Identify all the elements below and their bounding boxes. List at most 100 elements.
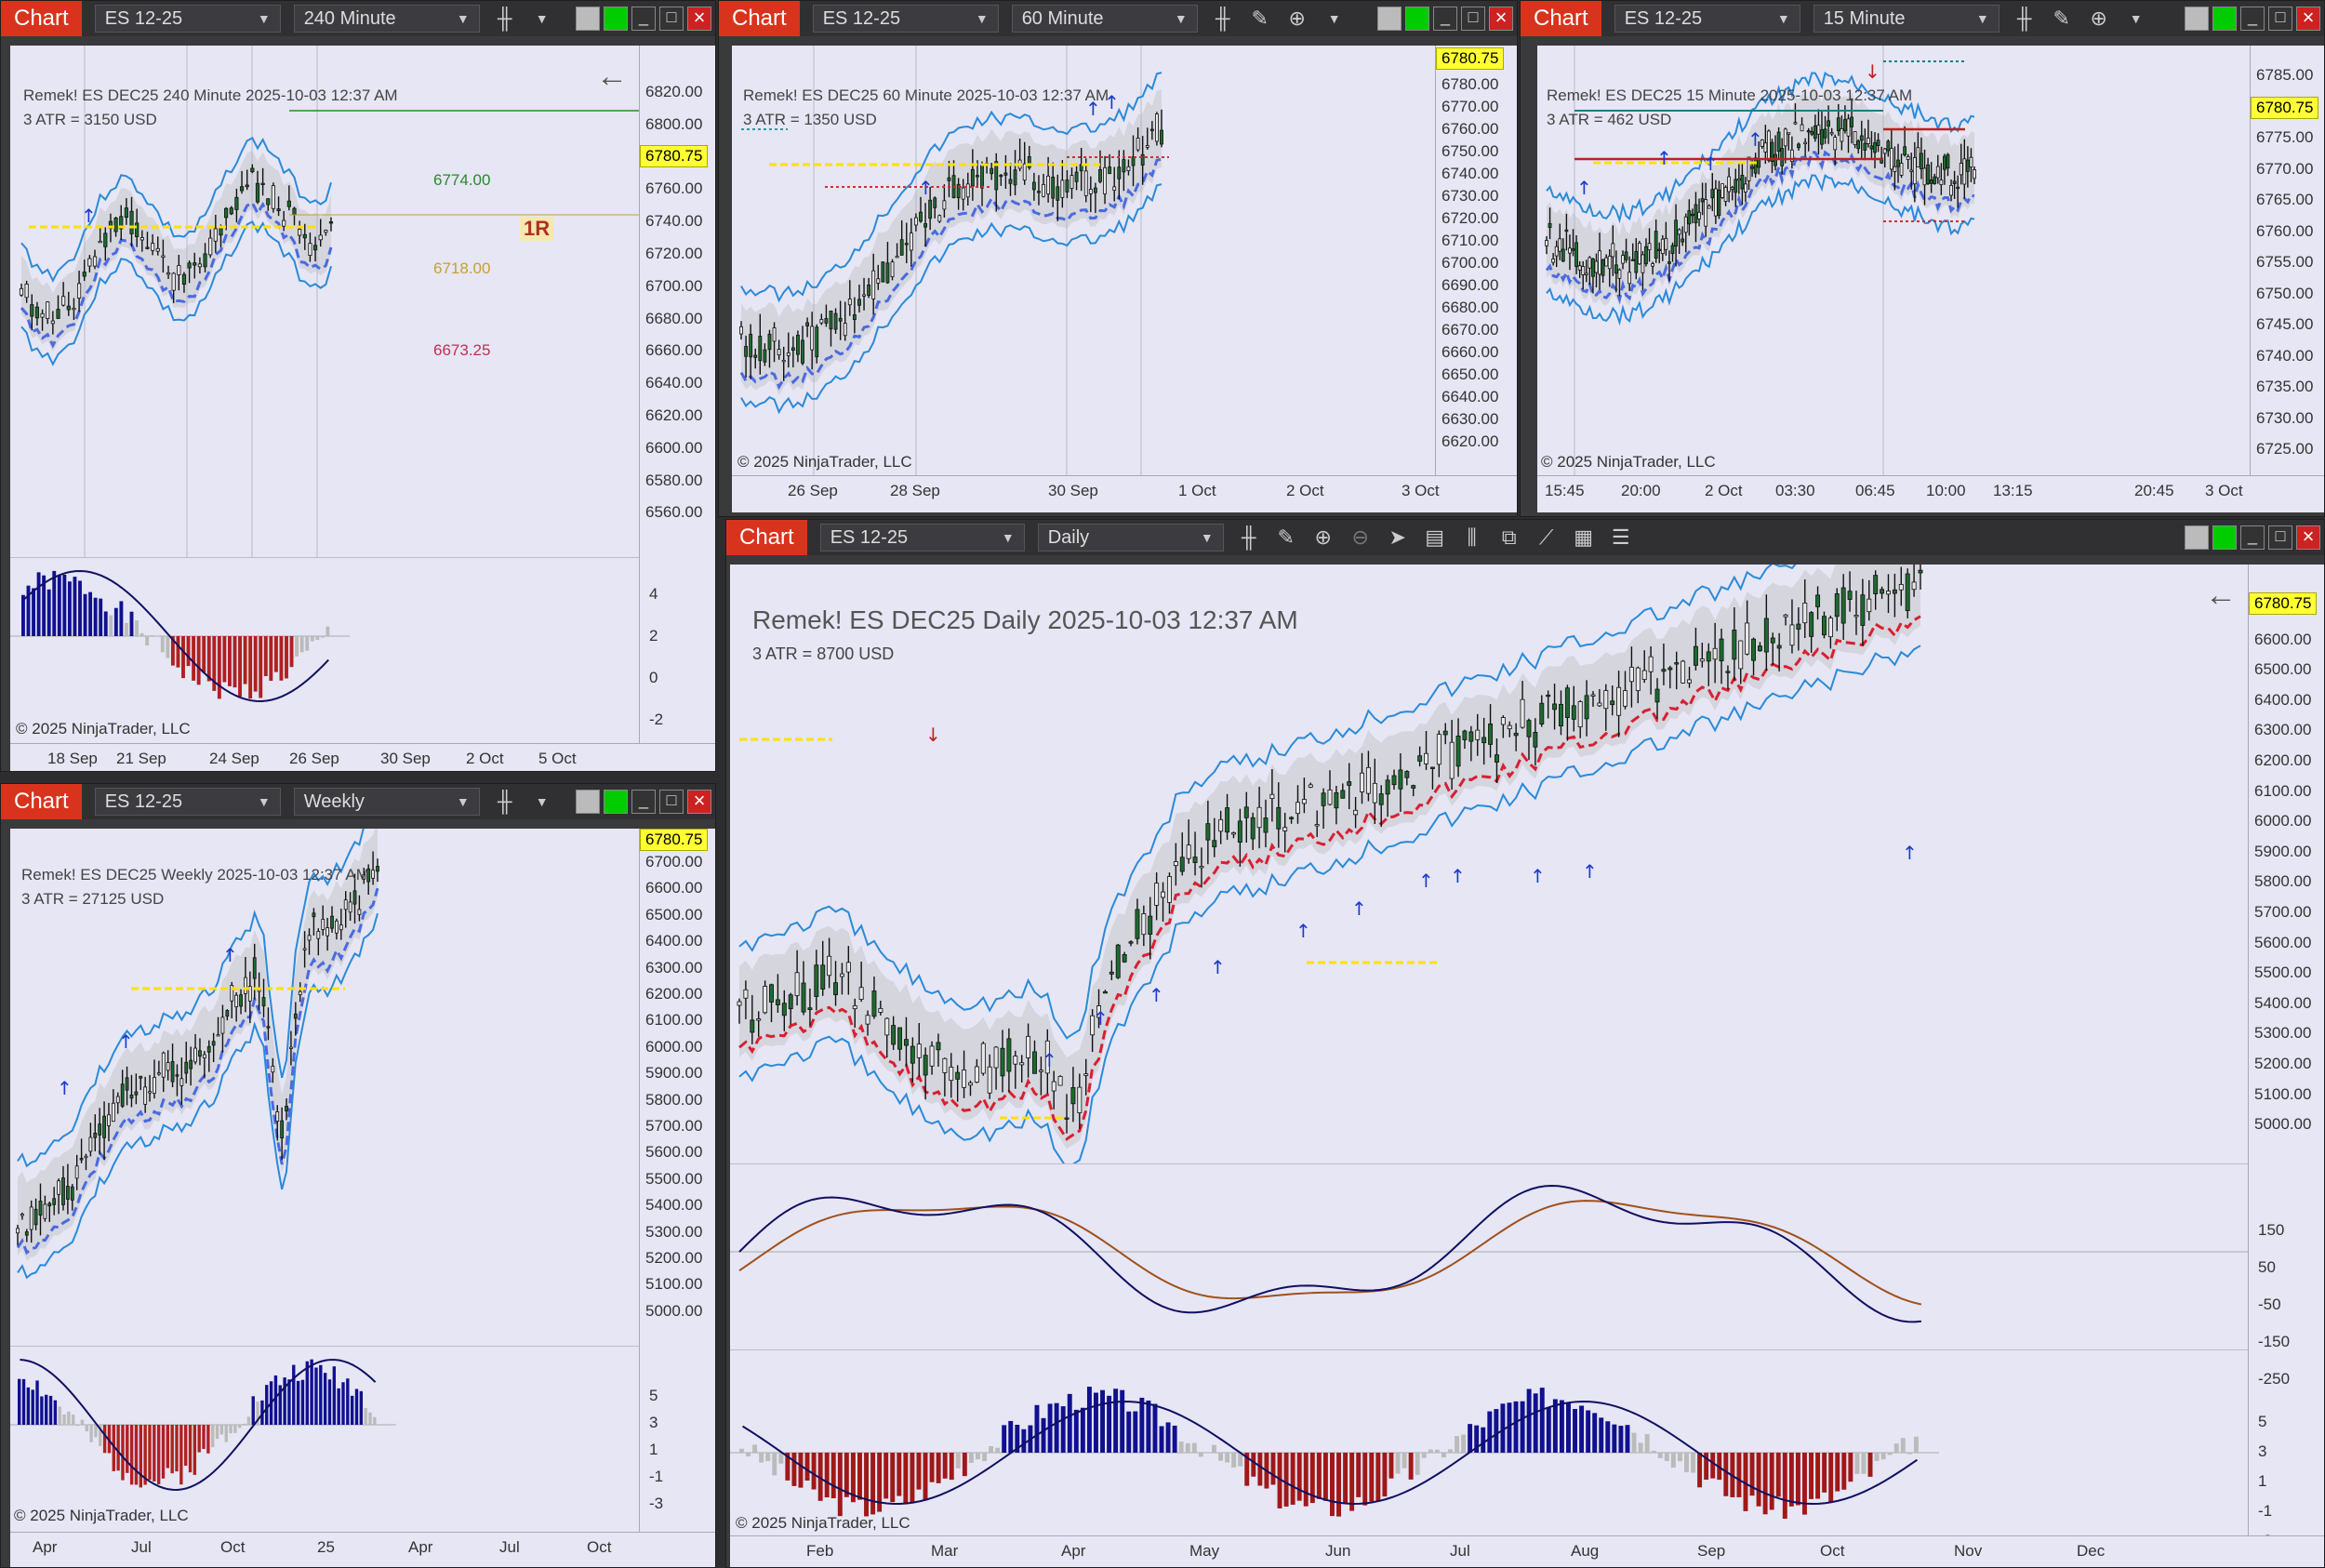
histogram-bar	[193, 1425, 197, 1475]
candle-body	[1032, 1051, 1037, 1074]
interval-selector[interactable]: 15 Minute ▼	[1813, 5, 2000, 33]
candle-body	[1250, 817, 1256, 840]
price-panel[interactable]: ↑ ↑ ↑ Remek! ES DEC25 60 Minute 2025-10-03…	[732, 46, 1435, 475]
price-axis[interactable]: 6790.006780.006770.006760.006750.006740.…	[1435, 46, 1517, 475]
chart-menu-button[interactable]: Chart	[1, 784, 82, 819]
zoom-in-icon[interactable]: ⊕	[1314, 525, 1332, 549]
oscillator-panel[interactable]: © 2025 NinjaTrader, LLC	[10, 557, 639, 743]
oscillator-panel[interactable]: © 2025 NinjaTrader, LLC	[10, 1346, 639, 1532]
pointer-icon[interactable]: ➤	[1388, 525, 1406, 549]
chevron-down-icon[interactable]: ▼	[1327, 11, 1341, 26]
price-panel[interactable]: ↑ ↑ ↑ ↑ ↓ Remek! ES DEC25 15 Minute 2025-10-…	[1537, 46, 2250, 475]
strategies-icon[interactable]: ⧉	[1501, 525, 1517, 549]
candle-body	[1160, 129, 1163, 145]
indicators-icon[interactable]: ⫼	[1467, 525, 1477, 549]
time-axis[interactable]: 18 Sep 21 Sep 24 Sep 26 Sep 30 Sep 2 Oct 5 Oct	[10, 743, 715, 771]
price-panel[interactable]: ↑ ↑ ↑ ↑ ↑ ↑ ↑ ↑ ↑ ↑ ↑ ↓ Remek! ES DEC25 Daily 2025-…	[730, 565, 2248, 1163]
performance-icon[interactable]: ⟋	[1538, 525, 1554, 549]
chevron-down-icon[interactable]: ▼	[535, 11, 549, 26]
time-axis[interactable]: 15:45 20:00 2 Oct 03:30 06:45 10:00 13:15 20:45…	[1537, 475, 2324, 512]
link-green-button[interactable]	[2212, 525, 2237, 550]
interval-selector[interactable]: 60 Minute ▼	[1011, 5, 1198, 33]
candle-body	[1000, 1047, 1005, 1077]
chart-menu-button[interactable]: Chart	[726, 520, 807, 555]
time-axis[interactable]: Apr Jul Oct 25 Apr Jul Oct	[10, 1532, 715, 1567]
minimize-button[interactable]: _	[631, 790, 656, 814]
minimize-button[interactable]: _	[2240, 7, 2265, 31]
histogram-bar	[337, 1388, 340, 1425]
chevron-down-icon[interactable]: ▼	[2129, 11, 2143, 26]
close-button[interactable]: ×	[2296, 7, 2320, 31]
maximize-button[interactable]: □	[659, 7, 684, 31]
price-panel[interactable]: ↑ ↑ ↑ Remek! ES DEC25 Weekly 2025-10-03 12…	[10, 829, 639, 1346]
chart-menu-button[interactable]: Chart	[1521, 1, 1601, 36]
bar-style-icon[interactable]: ╫	[497, 7, 512, 30]
close-button[interactable]: ×	[687, 7, 711, 31]
minimize-button[interactable]: _	[2240, 525, 2265, 550]
bar-style-icon[interactable]: ╫	[1215, 7, 1230, 30]
link-color-button[interactable]	[1377, 7, 1402, 31]
chart-menu-button[interactable]: Chart	[1, 1, 82, 36]
oscillator-panel[interactable]: © 2025 NinjaTrader, LLC	[730, 1349, 2248, 1535]
candle-body	[1734, 179, 1738, 193]
chevron-down-icon[interactable]: ▼	[535, 794, 549, 809]
templates-icon[interactable]: ▦	[1574, 525, 1594, 549]
candle-body	[1411, 785, 1416, 789]
candle-body	[1077, 1086, 1083, 1113]
close-button[interactable]: ×	[687, 790, 711, 814]
zoom-out-icon[interactable]: ⊖	[1351, 525, 1369, 549]
instrument-selector[interactable]: ES 12-25 ▼	[819, 524, 1025, 551]
maximize-button[interactable]: □	[2268, 525, 2292, 550]
drawing-tool-icon[interactable]: ✎	[1251, 7, 1269, 30]
close-button[interactable]: ×	[1489, 7, 1513, 31]
instrument-selector[interactable]: ES 12-25 ▼	[94, 5, 281, 33]
properties-icon[interactable]: ☰	[1611, 525, 1630, 549]
instrument-selector[interactable]: ES 12-25 ▼	[812, 5, 999, 33]
interval-selector[interactable]: 240 Minute ▼	[293, 5, 480, 33]
chevron-down-icon: ▼	[1975, 11, 1989, 26]
time-axis[interactable]: 26 Sep 28 Sep 30 Sep 1 Oct 2 Oct 3 Oct	[732, 475, 1517, 512]
bar-style-icon[interactable]: ╫	[2016, 7, 2032, 30]
maximize-button[interactable]: □	[2268, 7, 2292, 31]
back-arrow-icon[interactable]: ←	[596, 59, 628, 94]
link-color-button[interactable]	[2185, 525, 2209, 550]
minimize-button[interactable]: _	[1433, 7, 1457, 31]
price-axis[interactable]: 6785.006780.006775.006770.006765.006760.…	[2250, 46, 2324, 475]
link-green-button[interactable]	[604, 790, 628, 814]
bar-style-icon[interactable]: ╫	[497, 790, 512, 813]
candle-body	[1880, 589, 1885, 594]
link-color-button[interactable]	[2185, 7, 2209, 31]
back-arrow-icon[interactable]: ←	[2205, 578, 2237, 613]
instrument-selector[interactable]: ES 12-25 ▼	[1614, 5, 1800, 33]
time-axis[interactable]: Feb Mar Apr May Jun Jul Aug Sep Oct Nov Dec	[730, 1535, 2324, 1567]
lower-band-line	[20, 220, 332, 366]
drawing-tool-icon[interactable]: ✎	[1277, 525, 1295, 549]
data-box-icon[interactable]: ▤	[1425, 525, 1445, 549]
minimize-button[interactable]: _	[631, 7, 656, 31]
histogram-bar	[1113, 1389, 1119, 1453]
close-button[interactable]: ×	[2296, 525, 2320, 550]
link-green-button[interactable]	[604, 7, 628, 31]
bar-style-icon[interactable]: ╫	[1241, 525, 1256, 549]
maximize-button[interactable]: □	[1461, 7, 1485, 31]
instrument-selector[interactable]: ES 12-25 ▼	[94, 788, 281, 816]
momentum-panel[interactable]	[730, 1163, 2248, 1349]
link-green-button[interactable]	[2212, 7, 2237, 31]
link-green-button[interactable]	[1405, 7, 1429, 31]
candle-body	[1552, 703, 1558, 711]
histogram-bar	[305, 636, 310, 651]
link-color-button[interactable]	[576, 7, 600, 31]
price-panel[interactable]: ↑ Remek! ES DEC25 240 Minute 2025-10-03 …	[10, 46, 706, 557]
drawing-tool-icon[interactable]: ✎	[2053, 7, 2070, 30]
link-color-button[interactable]	[576, 790, 600, 814]
chart-menu-button[interactable]: Chart	[719, 1, 800, 36]
zoom-icon[interactable]: ⊕	[1288, 7, 1306, 30]
interval-selector[interactable]: Weekly ▼	[293, 788, 480, 816]
price-axis[interactable]: 6700.006600.006500.006400.006300.006200.…	[2248, 565, 2324, 1567]
maximize-button[interactable]: □	[659, 790, 684, 814]
histogram-bar	[139, 1425, 142, 1488]
interval-selector[interactable]: Daily ▼	[1037, 524, 1224, 551]
zoom-icon[interactable]: ⊕	[2090, 7, 2107, 30]
price-axis[interactable]: 6820.006800.006780.006760.006740.006720.…	[639, 46, 715, 743]
